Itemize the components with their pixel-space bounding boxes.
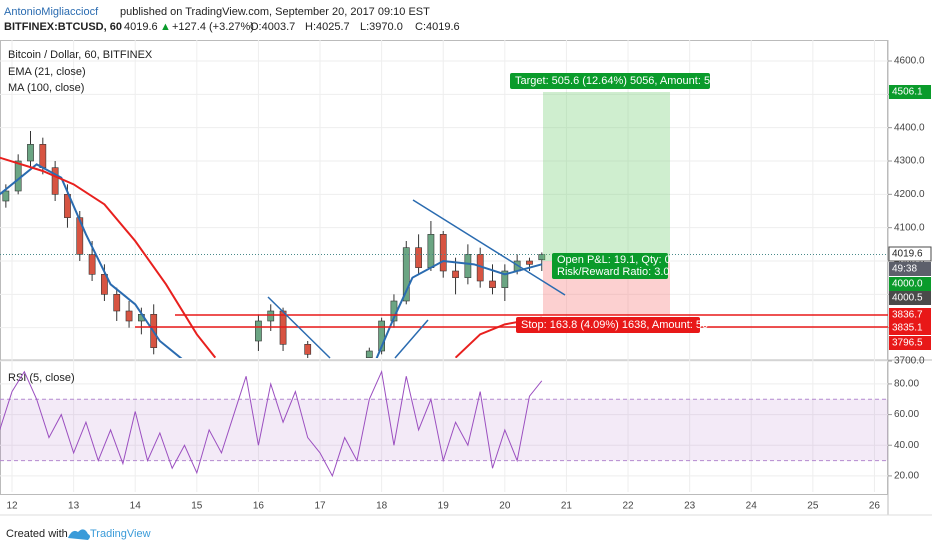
candle-body — [538, 254, 546, 261]
candle-body — [501, 270, 509, 288]
axis-badge-label: 3796.5 — [892, 338, 923, 349]
axis-badge — [889, 277, 931, 291]
x-tick-label: 24 — [746, 501, 758, 512]
axis-badge — [889, 308, 931, 322]
x-tick-label: 23 — [684, 501, 696, 512]
rsi-title: RSI (5, close) — [8, 372, 75, 384]
y-tick-label: 4200.0 — [894, 189, 925, 200]
x-tick-label: 25 — [807, 501, 819, 512]
axis-badge — [888, 246, 932, 262]
high: H:4025.7 — [305, 21, 350, 33]
indicator-line — [0, 163, 543, 358]
pnl-label: Open P&L: 19.1, Qty: 0 — [557, 254, 671, 266]
change: +127.4 (+3.27%) — [172, 21, 254, 33]
target-label: Target: 505.6 (12.64%) 5056, Amount: 50 — [515, 75, 716, 87]
candle-body — [304, 344, 312, 355]
legend-entry: EMA (21, close) — [8, 66, 86, 78]
x-tick-label: 22 — [622, 501, 634, 512]
trend-line[interactable] — [412, 199, 566, 296]
y-tick-label: 4100.0 — [894, 222, 925, 233]
y-tick-label: 4300.0 — [894, 156, 925, 167]
x-tick-label: 26 — [869, 501, 881, 512]
candle-body — [2, 190, 10, 202]
candle-body — [427, 234, 435, 268]
candle-body — [464, 254, 472, 278]
y-tick-label: 20.00 — [894, 471, 919, 482]
x-tick-label: 13 — [68, 501, 80, 512]
candle-body — [255, 320, 262, 342]
axis-badge — [889, 291, 931, 305]
target-zone[interactable] — [543, 92, 670, 261]
axis-badge — [889, 321, 931, 335]
created-with: Created with — [6, 528, 68, 540]
low: L:3970.0 — [360, 21, 403, 33]
open: O:4003.7 — [250, 21, 295, 33]
author[interactable]: AntonioMigliacciocf — [4, 6, 99, 18]
candle-body — [439, 234, 447, 272]
x-tick-label: 12 — [6, 501, 18, 512]
x-tick-label: 15 — [191, 501, 203, 512]
change-arrow: ▲ — [160, 21, 171, 33]
y-tick-label: 3700.0 — [894, 356, 925, 367]
y-tick-label: 4600.0 — [894, 56, 925, 67]
published: published on TradingView.com, September … — [120, 6, 430, 18]
candle-body — [452, 270, 459, 278]
axis-badge-label: 4019.6 — [892, 249, 923, 260]
last: 4019.6 — [124, 21, 158, 33]
candle-body — [365, 350, 373, 358]
x-tick-label: 20 — [499, 501, 511, 512]
candle-body — [378, 320, 386, 352]
candle-body — [125, 310, 133, 322]
y-tick-label: 60.00 — [894, 409, 919, 420]
candle-body — [113, 294, 121, 312]
candle-body — [526, 260, 533, 265]
brand[interactable]: TradingView — [90, 528, 151, 540]
candle-body — [88, 254, 96, 275]
axis-badge-label: 4506.1 — [892, 87, 923, 98]
x-tick-label: 21 — [561, 501, 573, 512]
target-label-box — [510, 73, 710, 89]
y-tick-label: 4400.0 — [894, 122, 925, 133]
axis-badge-label: 4000.0 — [892, 279, 923, 290]
axis-badge — [889, 336, 931, 350]
y-tick-label: 40.00 — [894, 440, 919, 451]
x-tick-label: 14 — [130, 501, 142, 512]
candle-body — [402, 247, 410, 302]
drawings: Target: 505.6 (12.64%) 5056, Amount: 50 … — [135, 73, 888, 359]
trend-line[interactable] — [267, 296, 331, 359]
symbol: BITFINEX:BTCUSD, 60 — [4, 21, 122, 33]
x-tick-label: 17 — [314, 501, 326, 512]
axis-badge-label: 49:38 — [892, 264, 917, 275]
axis-badge-label: 3835.1 — [892, 323, 923, 334]
x-tick-label: 19 — [438, 501, 450, 512]
candle-body — [39, 144, 47, 168]
axis-badge-label: 3836.7 — [892, 310, 923, 321]
close: C:4019.6 — [415, 21, 460, 33]
ratio-label: Risk/Reward Ratio: 3.09 — [557, 266, 676, 278]
x-tick-label: 16 — [253, 501, 265, 512]
pnl-box — [552, 253, 668, 279]
chart-title: Bitcoin / Dollar, 60, BITFINEX — [8, 49, 153, 61]
candle-body — [267, 310, 275, 322]
candle-body — [489, 280, 496, 288]
axis-badge-label: 4000.5 — [892, 293, 923, 304]
trend-line[interactable] — [394, 319, 429, 359]
rsi-band — [0, 399, 888, 461]
x-tick-label: 18 — [376, 501, 388, 512]
candle-body — [415, 247, 422, 268]
y-tick-label: 80.00 — [894, 379, 919, 390]
stop-label-box — [516, 317, 700, 333]
rsi-line — [0, 369, 543, 478]
stop-label: Stop: 163.8 (4.09%) 1638, Amount: 50 — [521, 319, 708, 331]
legend-entry: MA (100, close) — [8, 82, 84, 94]
candle-body — [27, 144, 34, 162]
candle-body — [101, 274, 108, 295]
candle-body — [51, 167, 59, 195]
logo — [68, 529, 90, 540]
axis-badge — [889, 85, 931, 99]
axis-badge — [889, 262, 931, 276]
candle-body — [14, 160, 22, 192]
